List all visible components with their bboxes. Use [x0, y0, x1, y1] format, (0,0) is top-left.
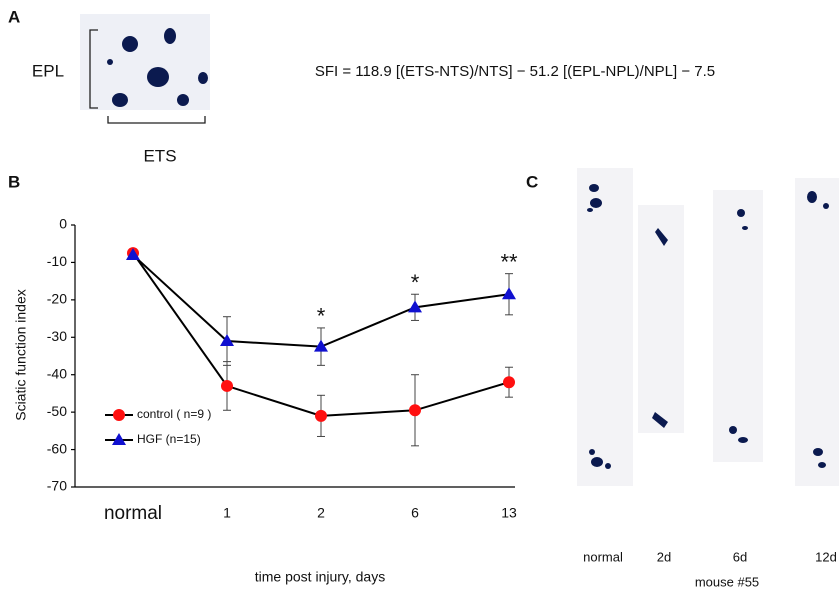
- strip-labels: normal 2d 6d 12d: [583, 549, 837, 564]
- caption: mouse #55: [695, 574, 759, 589]
- marker: [409, 404, 421, 416]
- significance: *: [411, 270, 420, 295]
- footprint-strips: [577, 168, 839, 486]
- y-tick-label: -30: [47, 328, 67, 344]
- formula: SFI = 118.9 [(ETS-NTS)/NTS] − 51.2 [(EPL…: [315, 63, 715, 80]
- legend-label: HGF (n=15): [137, 432, 201, 446]
- panel-label: C: [526, 172, 538, 191]
- footprint-image: [80, 14, 210, 110]
- strip-label: 12d: [815, 549, 837, 564]
- marker: [221, 380, 233, 392]
- legend-marker: [113, 409, 125, 421]
- panel-label: A: [8, 7, 20, 26]
- x-tick-label: 13: [501, 505, 517, 521]
- strip-label: 6d: [733, 549, 747, 564]
- panel-label: B: [8, 172, 20, 191]
- y-axis-label: Sciatic function index: [13, 289, 29, 421]
- y-tick-label: -60: [47, 440, 67, 456]
- strip-label: normal: [583, 549, 623, 564]
- significance: **: [500, 249, 518, 274]
- strip-label: 2d: [657, 549, 671, 564]
- y-tick-label: -20: [47, 291, 67, 307]
- figure: A EPL ETS SFI = 118.9 [(ETS-NTS)/NTS] − …: [0, 0, 839, 590]
- x-tick-label: 2: [317, 505, 325, 521]
- significance: *: [317, 304, 326, 329]
- bracket: [108, 116, 205, 123]
- marker: [315, 410, 327, 422]
- y-tick-label: -40: [47, 365, 67, 381]
- x-tick-label: normal: [104, 503, 162, 524]
- y-tick-label: 0: [59, 216, 67, 232]
- x-tick-label: 1: [223, 505, 231, 521]
- epl-label: EPL: [32, 61, 64, 80]
- marker: [503, 376, 515, 388]
- y-tick-label: -50: [47, 403, 67, 419]
- x-axis-label: time post injury, days: [255, 569, 385, 585]
- legend-label: control ( n=9 ): [137, 407, 211, 421]
- y-tick-label: -70: [47, 478, 67, 494]
- x-tick-label: 6: [411, 505, 419, 521]
- ets-label: ETS: [143, 146, 176, 165]
- marker: [502, 287, 516, 299]
- y-tick-label: -10: [47, 253, 67, 269]
